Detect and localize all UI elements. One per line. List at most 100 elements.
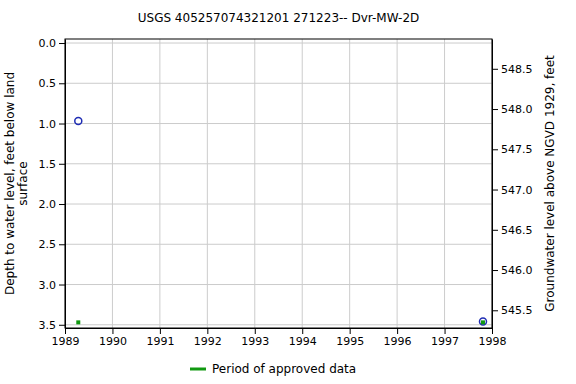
tick-label: 1992	[194, 335, 222, 348]
tick: 1993	[241, 328, 269, 348]
tick-mark	[59, 164, 65, 165]
plot-frame	[65, 39, 492, 328]
tick: 1996	[384, 328, 412, 348]
grid-line	[65, 284, 492, 285]
tick-label: 0.5	[39, 77, 57, 90]
x-axis: 1989199019911992199319941995199619971998	[52, 328, 507, 348]
axis-line	[65, 40, 66, 329]
tick-mark	[59, 244, 65, 245]
grid	[65, 39, 492, 328]
tick-mark	[397, 328, 398, 334]
tick-label: 546.5	[501, 224, 533, 237]
tick: 3.0	[39, 279, 66, 292]
axis-line	[492, 40, 493, 329]
tick-label: 1997	[431, 335, 459, 348]
tick-mark	[112, 328, 113, 334]
tick: 547.5	[492, 143, 533, 156]
grid-line	[65, 43, 492, 44]
tick-mark	[59, 43, 65, 44]
tick: 1992	[194, 328, 222, 348]
tick-label: 548.5	[501, 63, 533, 76]
tick-label: 2.0	[39, 198, 57, 211]
tick-mark	[160, 328, 161, 334]
tick-mark	[207, 328, 208, 334]
tick: 0.0	[39, 37, 66, 50]
tick-mark	[492, 109, 498, 110]
y2-axis-title: Groundwater level above NGVD 1929, feet	[543, 55, 557, 312]
tick-mark	[492, 328, 493, 334]
tick-label: 545.5	[501, 304, 533, 317]
tick-label: 1994	[289, 335, 317, 348]
tick-mark	[255, 328, 256, 334]
grid-line	[65, 123, 492, 124]
tick-mark	[65, 328, 66, 334]
tick-label: 547.0	[501, 184, 533, 197]
marks	[75, 118, 487, 325]
tick: 548.5	[492, 63, 533, 76]
chart: 1989199019911992199319941995199619971998…	[0, 0, 576, 384]
tick: 2.0	[39, 198, 66, 211]
tick-mark	[59, 325, 65, 326]
tick-mark	[302, 328, 303, 334]
tick-mark	[492, 230, 498, 231]
tick-label: 0.0	[39, 37, 57, 50]
tick-label: 1991	[146, 335, 174, 348]
tick-mark	[492, 310, 498, 311]
tick-label: 1995	[336, 335, 364, 348]
tick: 1.5	[39, 158, 66, 171]
tick-label: 1.0	[39, 118, 57, 131]
tick-label: 547.5	[501, 143, 533, 156]
tick-label: 1993	[241, 335, 269, 348]
tick-mark	[492, 69, 498, 70]
point	[481, 320, 485, 324]
point	[479, 318, 486, 325]
tick: 1995	[336, 328, 364, 348]
tick: 1.0	[39, 118, 66, 131]
tick: 1998	[479, 328, 507, 348]
tick: 548.0	[492, 103, 533, 116]
tick-label: 546.0	[501, 264, 533, 277]
tick-label: 1998	[479, 335, 507, 348]
grid-line	[65, 324, 492, 325]
tick: 545.5	[492, 304, 533, 317]
tick: 1991	[146, 328, 174, 348]
point	[75, 118, 82, 125]
title: USGS 405257074321201 271223-- Dvr-MW-2D	[138, 11, 420, 25]
tick-label: 2.5	[39, 238, 57, 251]
tick-label: 3.5	[39, 319, 57, 332]
grid-line	[65, 204, 492, 205]
tick-mark	[492, 270, 498, 271]
tick: 546.5	[492, 224, 533, 237]
tick-mark	[445, 328, 446, 334]
tick-mark	[59, 83, 65, 84]
tick: 547.0	[492, 184, 533, 197]
tick-mark	[492, 190, 498, 191]
grid-line	[65, 244, 492, 245]
y2-axis: 548.5 548.0 547.5 547.0 546.5 546.0 545.5	[492, 40, 533, 329]
tick-label: 548.0	[501, 103, 533, 116]
tick-mark	[350, 328, 351, 334]
tick: 2.5	[39, 238, 66, 251]
tick-mark	[59, 285, 65, 286]
tick: 1994	[289, 328, 317, 348]
legend-label: Period of approved data	[212, 362, 356, 376]
legend-swatch	[190, 368, 206, 371]
tick-label: 1996	[384, 335, 412, 348]
tick-label: 1.5	[39, 158, 57, 171]
grid-line	[65, 163, 492, 164]
tick-mark	[59, 124, 65, 125]
y-axis: 0.0 0.5 1.0 1.5 2.0 2.5 3.0 3.5	[39, 37, 66, 332]
grid-line	[65, 83, 492, 84]
tick: 1990	[99, 328, 127, 348]
tick-mark	[59, 204, 65, 205]
tick: 3.5	[39, 319, 66, 332]
tick-mark	[492, 149, 498, 150]
tick: 546.0	[492, 264, 533, 277]
legend: Period of approved data	[190, 362, 356, 376]
tick: 0.5	[39, 77, 66, 90]
y-axis-title: Depth to water level, feet below landsur…	[3, 72, 30, 295]
point	[76, 320, 80, 324]
tick: 1997	[431, 328, 459, 348]
axis-line	[66, 328, 493, 329]
tick-label: 1990	[99, 335, 127, 348]
